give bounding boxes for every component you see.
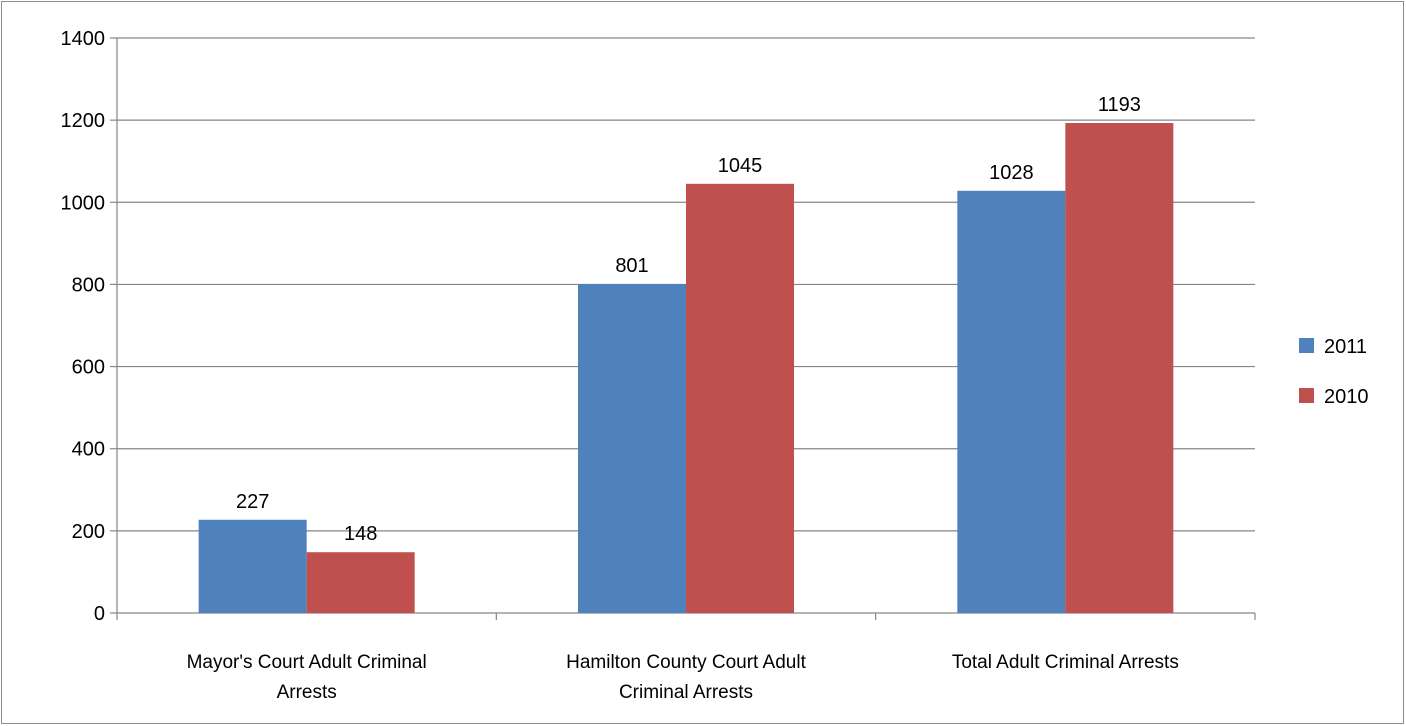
y-tick-label: 800 [72,274,105,296]
data-label-2010: 1045 [718,155,763,177]
legend-label-2010: 2010 [1324,386,1369,408]
y-tick-label: 1400 [61,28,106,50]
bar-2011 [578,284,686,613]
data-label-2011: 801 [615,255,648,277]
y-tick-label: 1200 [61,110,106,132]
legend: 2011 2010 [1299,336,1369,408]
data-label-2010: 148 [344,523,377,545]
y-tick-label: 600 [72,357,105,379]
data-labels: 227 148 801 1045 1028 1193 [236,94,1141,545]
data-label-2011: 227 [236,491,269,513]
bar-2010 [686,183,794,613]
bar-2010 [306,552,415,613]
x-category-label: Hamilton County Court Adult [566,652,806,673]
legend-label-2011: 2011 [1324,336,1367,358]
y-tick-label: 0 [94,603,105,625]
data-label-2011: 1028 [989,162,1034,184]
x-category-label: Mayor's Court Adult Criminal [187,652,427,673]
data-label-2010: 1193 [1098,94,1141,116]
bar-2010 [1065,123,1174,614]
legend-swatch-2010 [1299,388,1314,403]
x-category-label: Criminal Arrests [619,682,753,703]
x-category-label: Total Adult Criminal Arrests [952,652,1179,673]
y-tick-label: 1000 [61,192,106,214]
bars [198,123,1174,614]
x-category-label: Arrests [277,682,337,703]
y-tick-label: 200 [72,521,105,543]
axes: 0 200 400 600 800 1000 1200 1400 Mayor's Court A… [61,28,1256,703]
legend-swatch-2011 [1299,338,1314,353]
y-tick-label: 400 [72,439,105,461]
bar-2011 [198,519,307,613]
bar-2011 [957,190,1066,614]
